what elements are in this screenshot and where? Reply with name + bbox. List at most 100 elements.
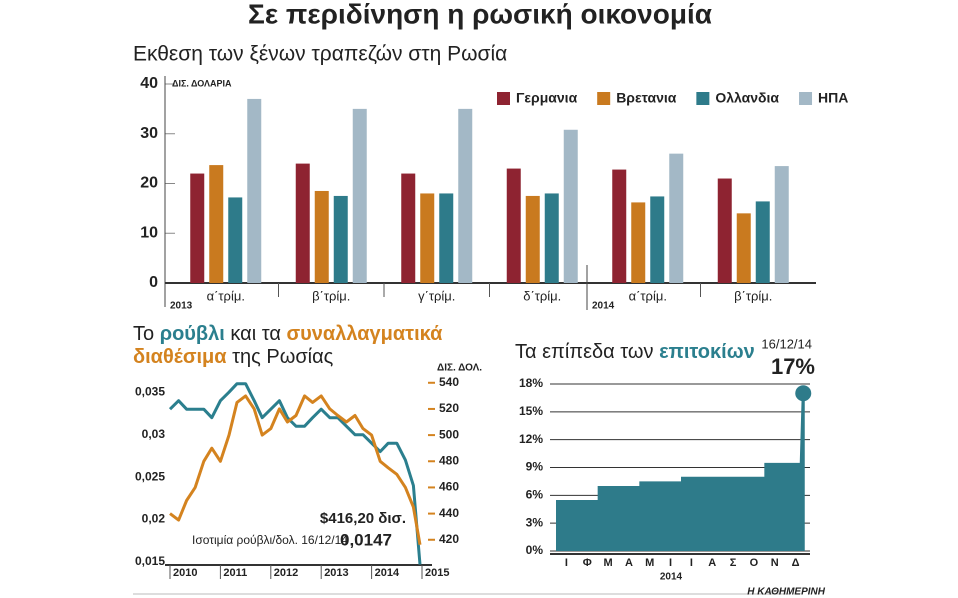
x-tick-label: Φ: [583, 557, 592, 569]
bar: [506, 168, 521, 283]
y2-tick-label: 540: [439, 375, 459, 389]
x-tick-label: Ι: [565, 557, 568, 569]
title-part: της Ρωσίας: [227, 346, 334, 368]
x-tick-label: Μ: [603, 557, 612, 569]
y2-tick-label: 460: [439, 480, 459, 494]
x-tick-label: δ΄τρίμ.: [523, 288, 561, 303]
x-tick-label: γ΄τρίμ.: [418, 288, 455, 303]
chart-title: Τα επίπεδα των επιτοκίων: [515, 341, 755, 363]
y-tick-label: 18%: [519, 376, 543, 390]
legend-label: Βρετανια: [616, 90, 677, 106]
bar: [774, 166, 789, 283]
y-tick-label: 3%: [526, 515, 544, 529]
annotation: 17%: [771, 354, 815, 379]
bar: [352, 108, 367, 283]
y-tick-label: 30: [140, 125, 158, 142]
bar: [420, 193, 435, 283]
legend-swatch: [799, 92, 813, 105]
x-tick-label: Ο: [750, 557, 759, 569]
x-tick-label: Α: [708, 557, 716, 569]
source: Η ΚΑΘΗΜΕΡΙΝΗ: [747, 587, 826, 598]
y-tick-label: 0,015: [135, 554, 165, 568]
y-axis-label: ΔΙΣ. ΔΟΛΑΡΙΑ: [172, 78, 232, 88]
x-tick-label: 2015: [425, 567, 449, 579]
y-tick-label: 0,02: [142, 512, 166, 526]
legend-swatch: [696, 92, 710, 105]
bar: [190, 173, 205, 283]
bar: [612, 169, 627, 283]
x-tick-label: Ν: [771, 557, 779, 569]
annotation: 16/12/14: [761, 336, 812, 351]
bar: [295, 163, 310, 283]
y2-tick-label: 440: [439, 506, 459, 520]
x-tick-label: β΄τρίμ.: [312, 288, 350, 303]
x-axis-label: 2014: [660, 572, 683, 583]
bar: [439, 193, 454, 283]
rate-area: [556, 393, 805, 551]
y-tick-label: 20: [140, 175, 158, 192]
y-tick-label: 6%: [526, 488, 544, 502]
title-part: Τα επίπεδα των: [515, 341, 659, 363]
x-tick-label: Ι: [669, 557, 672, 569]
bar: [631, 202, 646, 283]
group-label: 2013: [170, 301, 193, 312]
group-label: 2014: [592, 301, 615, 312]
legend-label: Γερμανια: [516, 90, 578, 106]
bar: [650, 196, 665, 283]
x-tick-label: β΄τρίμ.: [734, 288, 772, 303]
y-tick-label: 0,03: [142, 427, 166, 441]
bar: [717, 178, 732, 283]
x-tick-label: Δ: [792, 557, 800, 569]
x-tick-label: α΄τρίμ.: [629, 288, 667, 303]
title-part: επιτοκίων: [659, 341, 755, 363]
bar: [458, 108, 473, 283]
legend-label: ΗΠΑ: [818, 90, 848, 106]
title-part: και τα: [225, 323, 287, 345]
bar: [755, 201, 770, 283]
x-tick-label: Μ: [645, 557, 654, 569]
x-tick-label: Α: [625, 557, 633, 569]
bar: [669, 153, 684, 283]
title-part: Το: [133, 323, 160, 345]
subtitle: Εκθεση των ξένων τραπεζών στη Ρωσία: [133, 43, 507, 66]
y-tick-label: 9%: [526, 460, 544, 474]
chart-title: Το ρούβλι και τα συναλλαγματικά: [133, 323, 443, 345]
bar: [228, 197, 243, 283]
x-tick-label: 2013: [324, 567, 348, 579]
x-tick-label: 2014: [375, 567, 400, 579]
legend-swatch: [497, 92, 510, 105]
bar: [544, 193, 559, 283]
bar: [563, 129, 578, 283]
x-tick-label: 2011: [223, 567, 247, 579]
y-tick-label: 12%: [519, 432, 543, 446]
y-tick-label: 15%: [519, 404, 543, 418]
legend-swatch: [597, 92, 611, 105]
chart-title: διαθέσιμα της Ρωσίας: [133, 346, 334, 368]
bar: [314, 190, 329, 283]
bar: [525, 195, 540, 283]
y2-axis-label: ΔΙΣ. ΔΟΛ.: [437, 363, 482, 374]
y-tick-label: 0: [149, 274, 158, 291]
title-part: συναλλαγματικά: [286, 323, 443, 345]
y2-tick-label: 480: [439, 453, 459, 467]
y-tick-label: 0,025: [135, 469, 165, 483]
title-part: διαθέσιμα: [133, 346, 227, 368]
y-tick-label: 0%: [526, 543, 544, 557]
x-tick-label: 2010: [173, 567, 197, 579]
bar: [247, 98, 262, 283]
title-part: ρούβλι: [160, 323, 225, 345]
series-line: [168, 382, 422, 565]
bar: [736, 213, 751, 283]
y2-tick-label: 520: [439, 401, 459, 415]
annotation: 0,0147: [340, 530, 392, 549]
latest-point: [795, 385, 812, 402]
x-tick-label: Σ: [730, 557, 737, 569]
bar: [209, 165, 224, 283]
y-tick-label: 0,035: [135, 384, 165, 398]
x-tick-label: 2012: [274, 567, 298, 579]
main-title: Σε περιδίνηση η ρωσική οικονομία: [248, 0, 712, 29]
bar: [401, 173, 416, 283]
legend-label: Ολλανδια: [715, 90, 779, 106]
y2-tick-label: 420: [439, 532, 459, 546]
